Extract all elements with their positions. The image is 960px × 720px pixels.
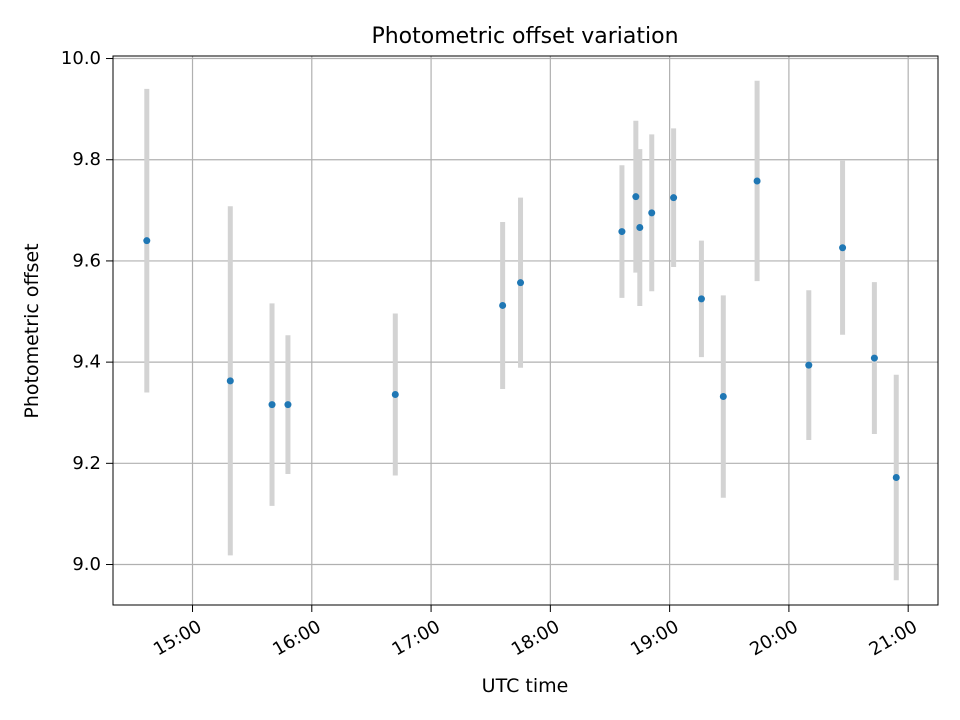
data-points: [143, 177, 900, 481]
y-tick-label: 10.0: [61, 48, 101, 69]
data-point: [805, 361, 813, 369]
x-tick-label: 17:00: [389, 616, 444, 660]
data-point: [499, 301, 507, 309]
y-tick-label: 9.0: [72, 554, 101, 575]
data-point: [632, 193, 640, 201]
data-point: [753, 177, 761, 185]
x-axis-label: UTC time: [482, 675, 569, 697]
x-tick-label: 20:00: [746, 616, 801, 660]
data-point: [719, 393, 727, 401]
data-point: [892, 473, 900, 481]
error-bars: [144, 80, 899, 581]
data-point: [226, 377, 234, 385]
data-point: [143, 237, 151, 245]
axes-frame: [112, 55, 939, 606]
x-tick-label: 16:00: [269, 616, 324, 660]
data-point: [697, 295, 705, 303]
x-tick-label: 18:00: [508, 616, 563, 660]
y-tick-label: 9.4: [72, 352, 101, 373]
data-point: [391, 391, 399, 399]
x-tick-label: 15:00: [150, 616, 205, 660]
data-point: [648, 209, 656, 217]
y-tick-label: 9.2: [72, 453, 101, 474]
y-tick-label: 9.8: [72, 149, 101, 170]
data-point: [268, 401, 276, 409]
y-tick-label: 9.6: [72, 250, 101, 271]
data-point: [839, 244, 847, 252]
data-point: [670, 194, 678, 202]
data-point: [517, 279, 525, 287]
data-point: [618, 228, 626, 236]
y-axis-label: Photometric offset: [21, 243, 43, 418]
x-tick-label: 21:00: [866, 616, 921, 660]
data-point: [870, 354, 878, 362]
data-point: [284, 401, 292, 409]
grid: [113, 56, 938, 605]
axis-ticks: 15:00 16:00 17:00 18:00 19:00 20:00 21:00 9.0 9.…: [61, 48, 921, 660]
data-point: [636, 224, 644, 232]
x-tick-label: 19:00: [627, 616, 682, 660]
chart-title: Photometric offset variation: [371, 24, 678, 49]
